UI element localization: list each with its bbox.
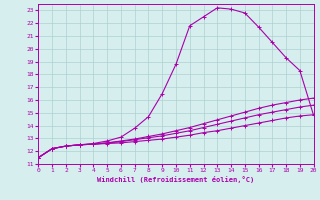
X-axis label: Windchill (Refroidissement éolien,°C): Windchill (Refroidissement éolien,°C) [97, 176, 255, 183]
